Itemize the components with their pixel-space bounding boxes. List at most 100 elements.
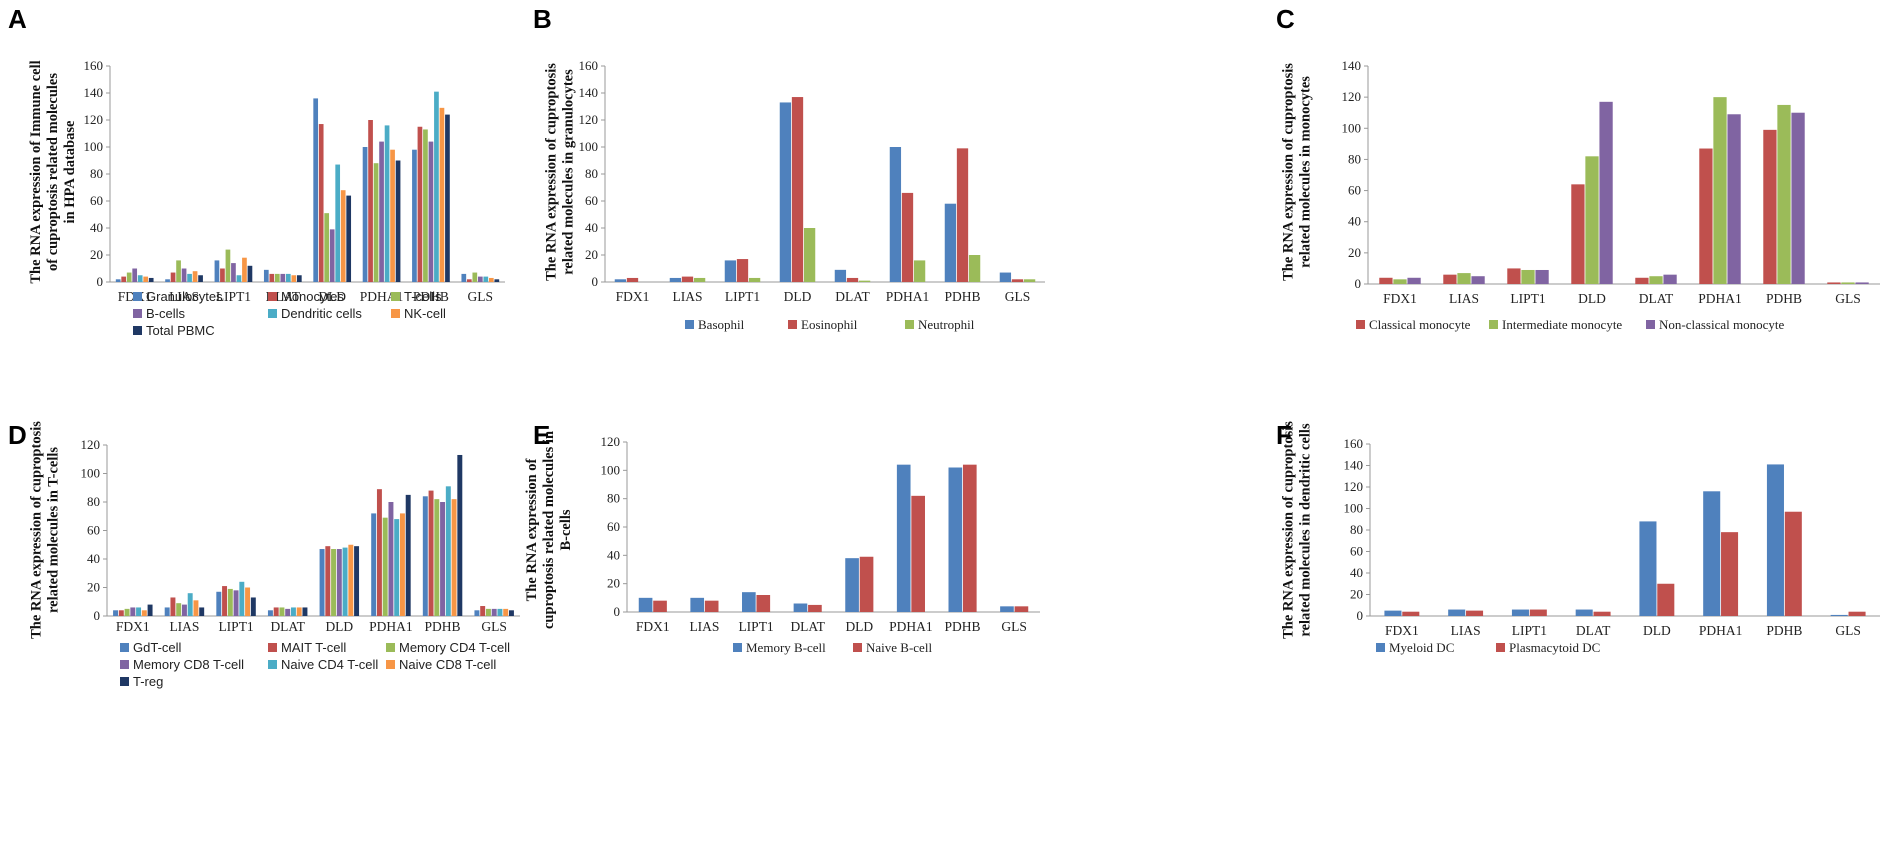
x-tick-label: LIPT1 — [738, 619, 773, 634]
y-tick-label: 140 — [1342, 58, 1362, 73]
bar — [736, 259, 749, 282]
bar — [779, 102, 792, 282]
y-tick-label: 140 — [84, 85, 104, 100]
legend-swatch — [268, 292, 277, 301]
bar — [638, 597, 653, 612]
bar — [325, 546, 331, 616]
bar — [115, 279, 121, 282]
x-tick-label: PDHB — [425, 619, 461, 634]
bar — [681, 276, 694, 282]
x-tick-label: LIAS — [689, 619, 719, 634]
x-tick-label: GLS — [481, 619, 507, 634]
y-tick-label: 80 — [1348, 151, 1361, 166]
bar — [480, 606, 486, 616]
y-tick-label: 20 — [1348, 245, 1361, 260]
bar — [220, 268, 225, 282]
x-tick-label: FDX1 — [616, 289, 650, 304]
x-tick-label: PDHA1 — [369, 619, 413, 634]
x-tick-label: DLD — [845, 619, 873, 634]
bar — [474, 610, 480, 616]
legend-swatch — [386, 643, 395, 652]
bar — [296, 607, 302, 616]
y-axis-label: The RNA expression of cuproptosis — [29, 421, 45, 639]
x-tick-label: LIAS — [1449, 291, 1479, 306]
legend-swatch — [391, 309, 400, 318]
bar — [395, 160, 401, 282]
panel-label: D — [8, 420, 27, 450]
y-tick-label: 120 — [1342, 89, 1362, 104]
x-tick-label: LIAS — [169, 619, 199, 634]
bar — [285, 608, 291, 616]
bar — [313, 98, 319, 283]
y-tick-label: 100 — [81, 466, 101, 481]
bar — [388, 502, 394, 616]
bar — [1571, 184, 1585, 284]
bar — [1639, 521, 1657, 616]
bar — [329, 229, 335, 282]
bar — [336, 549, 342, 616]
legend-label: T-cells — [404, 289, 442, 304]
y-tick-label: 0 — [614, 604, 621, 619]
bar — [477, 276, 483, 282]
bar — [439, 107, 445, 282]
legend-swatch — [1376, 643, 1385, 652]
bar — [1379, 277, 1393, 284]
bar — [137, 275, 143, 282]
bar — [488, 277, 494, 282]
y-axis-label: related molecules in granulocytes — [561, 69, 577, 275]
bar — [748, 277, 761, 282]
bar — [165, 279, 170, 282]
x-tick-label: FDX1 — [1385, 623, 1419, 638]
y-tick-label: 100 — [84, 139, 104, 154]
y-tick-label: 120 — [579, 112, 599, 127]
legend-label: Myeloid DC — [1389, 640, 1454, 655]
y-tick-label: 40 — [1350, 565, 1363, 580]
legend-swatch — [1646, 320, 1655, 329]
bar — [901, 192, 914, 282]
chart-e: E 0 20 40 60 80 100 120 The RNA expression of cup… — [524, 420, 1040, 655]
y-tick-label: 0 — [1357, 608, 1364, 623]
legend-swatch — [120, 677, 129, 686]
bar — [187, 273, 192, 282]
bar — [170, 272, 176, 282]
legend-label: Monocytes — [281, 289, 344, 304]
bar — [132, 268, 138, 282]
bar — [273, 607, 279, 616]
bar — [724, 260, 737, 282]
bar — [176, 260, 181, 282]
x-tick-label: DLD — [1578, 291, 1606, 306]
legend-label: Memory CD4 T-cell — [399, 640, 510, 655]
bar — [626, 277, 639, 282]
legend-label: Granulocytes — [146, 289, 223, 304]
bar — [834, 269, 847, 282]
bar — [187, 593, 193, 616]
bar — [1855, 282, 1869, 284]
y-tick-label: 140 — [579, 85, 599, 100]
bar — [944, 203, 957, 282]
bar — [324, 213, 330, 282]
bar — [704, 600, 719, 612]
x-tick-label: GLS — [1005, 289, 1031, 304]
bar — [968, 255, 981, 282]
bar — [247, 265, 253, 282]
bar — [379, 141, 384, 282]
bar — [889, 147, 902, 282]
bar — [181, 604, 187, 616]
bar — [148, 277, 154, 282]
bar — [962, 464, 977, 612]
x-tick-label: DLAT — [790, 619, 825, 634]
bar — [1784, 511, 1802, 616]
bar — [428, 141, 434, 282]
legend-swatch — [133, 309, 142, 318]
bar — [1649, 276, 1663, 284]
bar — [1023, 279, 1036, 282]
x-tick-label: LIAS — [673, 289, 703, 304]
bar — [1827, 282, 1841, 284]
y-tick-label: 100 — [1344, 501, 1364, 516]
bar — [1448, 609, 1466, 616]
bar — [858, 280, 871, 282]
bar — [126, 272, 132, 282]
bar — [913, 260, 926, 282]
y-tick-label: 120 — [84, 112, 104, 127]
bar — [216, 591, 222, 616]
